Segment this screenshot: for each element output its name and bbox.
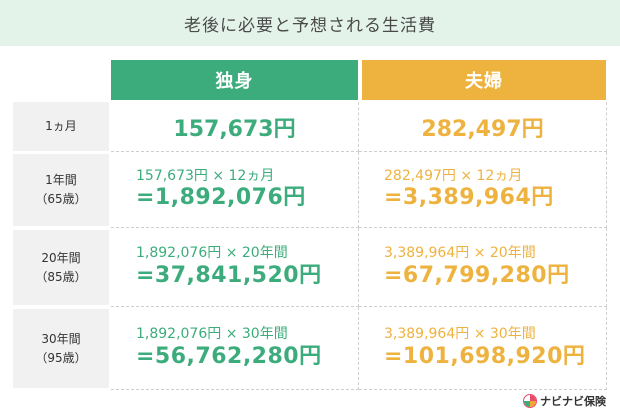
single-30-years-result: =56,762,280円 [136,343,322,369]
row-label-1-year: 1年間 （65歳） [13,154,109,226]
brand-logo: ナビナビ保険 [523,393,606,409]
row-label-line1: 20年間 [41,250,81,265]
row-label-1-month: 1ヵ月 [13,102,109,151]
couple-monthly-value: 282,497円 [421,116,544,142]
row-label-line2: （85歳） [35,269,87,284]
couple-20-years-cell: 3,389,964円 × 20年間 =67,799,280円 [359,228,607,307]
couple-20-years-calc: 3,389,964円 × 20年間 [384,245,536,262]
couple-1-year-calc: 282,497円 × 12ヵ月 [384,167,523,184]
couple-20-years-result: =67,799,280円 [384,262,570,288]
single-1-year-cell: 157,673円 × 12ヵ月 =1,892,076円 [111,152,359,228]
header-single-label: 独身 [215,71,254,92]
single-20-years-cell: 1,892,076円 × 20年間 =37,841,520円 [111,228,359,307]
single-1-year-calc: 157,673円 × 12ヵ月 [136,167,275,184]
navinavi-logo-icon [523,394,537,408]
couple-30-years-calc: 3,389,964円 × 30年間 [384,326,536,343]
single-monthly-value: 157,673円 [173,116,296,142]
row-label-line1: 30年間 [41,331,81,346]
header-couple: 夫婦 [362,60,606,100]
single-20-years-result: =37,841,520円 [136,262,322,288]
single-30-years-cell: 1,892,076円 × 30年間 =56,762,280円 [111,307,359,390]
row-label-20-years: 20年間 （85歳） [13,230,109,305]
couple-30-years-cell: 3,389,964円 × 30年間 =101,698,920円 [359,307,607,390]
brand-logo-text: ナビナビ保険 [540,395,606,408]
single-20-years-calc: 1,892,076円 × 20年間 [136,245,288,262]
row-label-30-years: 30年間 （95歳） [13,309,109,388]
header-couple-label: 夫婦 [465,71,503,92]
couple-monthly-cell: 282,497円 [359,102,607,152]
single-30-years-calc: 1,892,076円 × 30年間 [136,326,288,343]
header-single: 独身 [111,60,358,100]
row-label-line2: （65歳） [35,192,87,206]
page-title-bar: 老後に必要と予想される生活費 [0,0,620,46]
couple-30-years-result: =101,698,920円 [384,343,586,369]
row-label-line1: 1ヵ月 [45,119,77,134]
page-title: 老後に必要と予想される生活費 [184,15,436,36]
couple-1-year-result: =3,389,964円 [384,185,554,211]
single-1-year-result: =1,892,076円 [136,185,306,211]
row-label-line1: 1年間 [45,173,77,188]
single-monthly-cell: 157,673円 [111,102,359,152]
row-label-line2: （95歳） [35,350,87,365]
couple-1-year-cell: 282,497円 × 12ヵ月 =3,389,964円 [359,152,607,228]
